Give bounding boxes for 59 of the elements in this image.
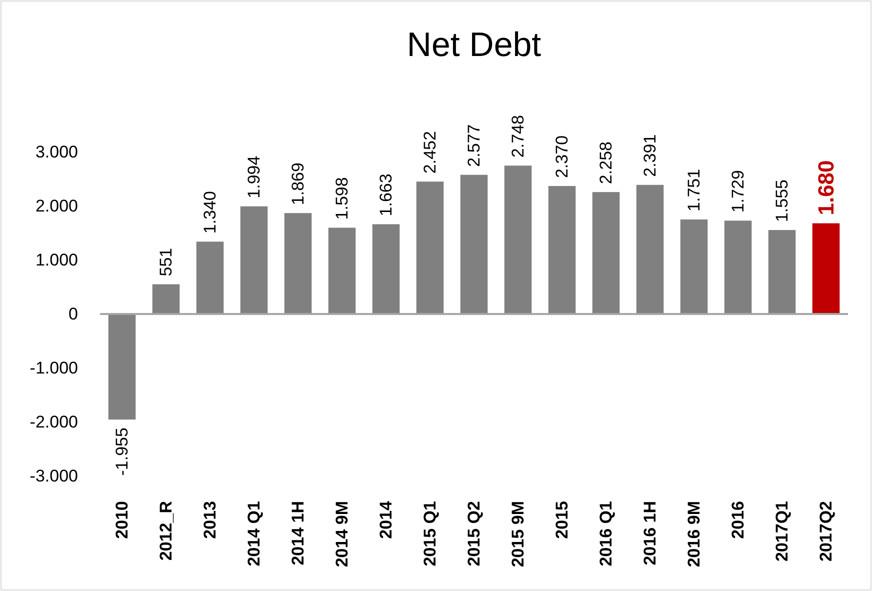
bar bbox=[636, 184, 664, 314]
bar bbox=[108, 314, 136, 420]
data-label: 1.680 bbox=[814, 160, 838, 216]
x-tick-label: 2016 bbox=[728, 501, 748, 539]
data-label: 1.751 bbox=[684, 168, 704, 212]
x-tick-label: 2016 Q1 bbox=[596, 501, 616, 566]
data-label: 1.555 bbox=[772, 179, 792, 222]
data-label: -1.955 bbox=[112, 428, 132, 476]
y-tick-label: -1.000 bbox=[30, 358, 78, 378]
x-tick-label: 2015 9M bbox=[508, 501, 528, 568]
bar bbox=[416, 182, 444, 314]
x-tick-label: 2015 Q2 bbox=[464, 501, 484, 566]
x-tick-label: 2016 1H bbox=[640, 501, 660, 566]
data-label: 2.577 bbox=[464, 124, 484, 167]
data-label: 1.729 bbox=[728, 170, 748, 213]
x-tick-label: 2015 Q1 bbox=[420, 501, 440, 566]
x-tick-label: 2016 9M bbox=[684, 501, 704, 568]
x-tick-label: 2014 bbox=[376, 500, 396, 539]
bar bbox=[460, 174, 488, 314]
x-tick-label: 2010 bbox=[112, 501, 132, 539]
data-label: 1.994 bbox=[244, 156, 264, 198]
data-label: 2.748 bbox=[508, 115, 528, 158]
bar bbox=[724, 220, 752, 314]
bar bbox=[548, 186, 576, 314]
x-tick-label: 2017Q2 bbox=[816, 501, 836, 562]
bar bbox=[680, 219, 708, 314]
data-label: 2.370 bbox=[552, 135, 572, 178]
data-label: 1.340 bbox=[200, 191, 220, 234]
bar bbox=[284, 213, 312, 314]
bar bbox=[768, 230, 796, 314]
x-tick-label: 2014 Q1 bbox=[244, 501, 264, 566]
chart-title: Net Debt bbox=[406, 26, 542, 64]
bar bbox=[328, 228, 356, 314]
bar bbox=[196, 242, 224, 314]
bar bbox=[504, 166, 532, 314]
bar bbox=[812, 223, 840, 314]
bar bbox=[240, 206, 268, 314]
data-label: 1.663 bbox=[376, 174, 396, 216]
bar bbox=[152, 284, 180, 314]
data-label: 551 bbox=[156, 248, 176, 276]
x-tick-label: 2013 bbox=[200, 501, 220, 539]
data-label: 1.598 bbox=[332, 177, 352, 220]
x-tick-label: 2014 1H bbox=[288, 501, 308, 566]
bar bbox=[372, 224, 400, 314]
data-label: 2.452 bbox=[420, 131, 440, 174]
x-tick-label: 2015 bbox=[552, 501, 572, 539]
y-tick-label: 2.000 bbox=[35, 196, 78, 216]
y-tick-label: 0 bbox=[68, 304, 78, 324]
data-label: 1.869 bbox=[288, 162, 308, 206]
y-tick-label: 3.000 bbox=[35, 142, 78, 162]
x-tick-label: 2014 9M bbox=[332, 501, 352, 568]
y-tick-label: -2.000 bbox=[30, 412, 78, 432]
data-label: 2.258 bbox=[596, 142, 616, 184]
bar bbox=[592, 192, 620, 314]
x-tick-label: 2017Q1 bbox=[772, 501, 792, 562]
y-tick-label: -3.000 bbox=[30, 466, 78, 486]
x-tick-label: 2012_R bbox=[156, 501, 176, 561]
y-tick-label: 1.000 bbox=[35, 250, 78, 270]
data-label: 2.391 bbox=[640, 134, 660, 177]
